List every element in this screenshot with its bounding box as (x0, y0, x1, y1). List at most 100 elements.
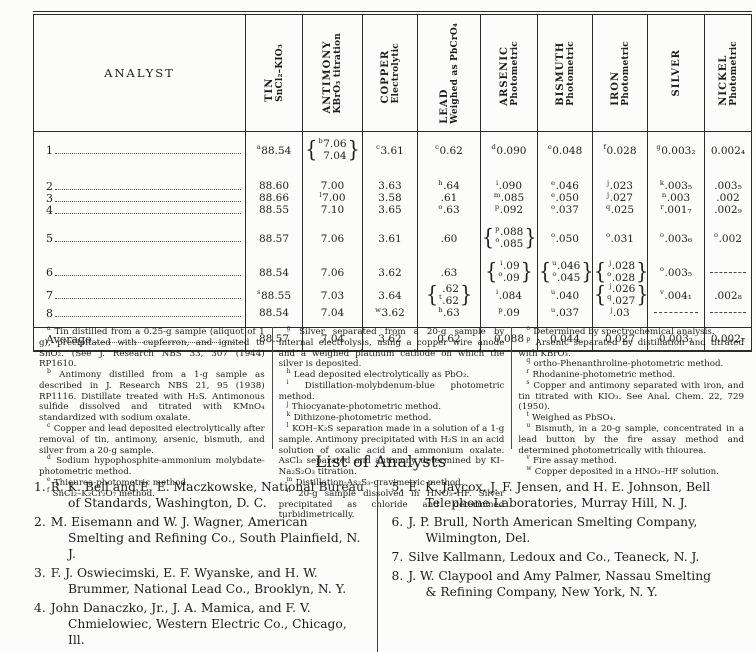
value-cell: 7.06 (302, 216, 363, 251)
footnote: p Arsenic separated by distillation and … (518, 335, 745, 359)
left-brace: { (539, 258, 552, 286)
value-cell: e.046 (537, 169, 593, 193)
footnote-marker: k (659, 178, 665, 187)
footnote: s Copper and antimony separated with iro… (518, 379, 745, 413)
footnote-marker: h (286, 368, 291, 376)
value-cell: c0.62 (417, 131, 481, 170)
table-row: 2 88.60 7.00 3.63 h.64 i.090 e.046 j.023 k.003₅.… (34, 169, 752, 193)
footnote-marker: o (551, 202, 556, 211)
row-label-cell: 8 (34, 307, 246, 328)
pair-line: o.09 (498, 270, 520, 284)
value-cell: j.03 (592, 306, 648, 328)
value-cell: .003₅ (704, 169, 752, 193)
footnote-marker: e (551, 190, 556, 199)
value-cell: .61 (417, 192, 481, 205)
element-name: TIN (263, 77, 275, 102)
value-cell: {j.026 q.027} (592, 282, 649, 308)
rotated-header-wrap: SILVER (648, 17, 704, 129)
footnote: g Silver separated from a 20-g sample by… (278, 325, 505, 370)
empty-value-dash (710, 271, 746, 274)
right-brace: } (459, 281, 473, 309)
footnote: f SnCl₂–K₂Cr₂O₇ method. (47, 486, 155, 499)
value-cell: p.092 (480, 203, 538, 217)
element-name: LEAD (438, 88, 450, 124)
analyst-number: 5. (391, 480, 404, 494)
footnote-marker: d (491, 143, 496, 152)
footnote-marker: v (660, 288, 664, 297)
method-name: Photometric (728, 40, 739, 106)
footnote-marker: o (659, 265, 664, 274)
element-name: NICKEL (717, 54, 729, 106)
row-label: 5 (34, 233, 245, 244)
analysts-column-left: 1. R. K. Bell and E. E. Maczkowske, Natio… (28, 480, 377, 652)
braced-value-pair: {u.046 o.045} (538, 258, 594, 286)
right-brace: } (347, 136, 360, 164)
footnote: v Fire assay method. (526, 454, 617, 467)
rotated-header: SILVER (671, 49, 682, 96)
pair-stack: .62 t.62 (439, 284, 459, 307)
footnote: c Copper and lead deposited electrolytic… (39, 422, 265, 456)
footnote-marker: n (286, 486, 291, 494)
value-cell: 3.65 (362, 204, 418, 217)
analyst-number: 1. (34, 480, 46, 494)
method-name: Photometric (565, 40, 576, 106)
method-name: Weighed as PbCrO₄ (449, 22, 460, 124)
footnote-marker: l (286, 422, 289, 430)
row-label: 6 (34, 267, 245, 278)
rotated-header: BISMUTH Photometric (555, 41, 576, 106)
table-row: 4 88.55 7.10 3.65 o.63 p.092 o.037 q.025 r.001₇.… (34, 202, 752, 217)
value-cell: u.040 (537, 284, 593, 308)
footnote-marker: p (526, 335, 531, 343)
results-table: ANALYST TIN SnCl₂–KIO₃ ANTIMONY KBrO₃ titra… (33, 11, 752, 353)
value-cell: p.09 (480, 306, 538, 328)
footnote: b Antimony distilled from a 1-g sample a… (39, 368, 265, 424)
braced-value-pair: {p.088 o.085} (481, 225, 537, 250)
dotted-leader (55, 298, 241, 300)
row-label-text: Average (46, 332, 92, 346)
pair-stack: i.09 o.09 (498, 258, 520, 284)
analyst-column-header: ANALYST (33, 13, 246, 132)
rotated-header-wrap: LEAD Weighed as PbCrO₄ (418, 17, 480, 129)
method-name: Photometric (509, 40, 520, 106)
value-cell: i.084 (480, 284, 538, 308)
value-cell (704, 307, 752, 328)
analyst-number: 6. (391, 514, 404, 529)
value-cell: 7.00 (302, 169, 363, 193)
analyst-list-item: 1. R. K. Bell and E. E. Maczkowske, Natio… (34, 480, 364, 510)
braced-value-pair: {.62 t.62} (425, 284, 473, 307)
footnote-marker: j (286, 400, 289, 408)
value-cell: 88.54 (245, 307, 303, 328)
footnote-marker: e (547, 143, 552, 152)
row-label-cell: 3 (34, 192, 246, 204)
footnote-marker: v (526, 454, 530, 462)
footnote-marker: w (526, 465, 532, 473)
footnote-marker: f (603, 143, 606, 152)
analyst-list-item: 7. Silve Kallmann, Ledoux and Co., Teanec… (391, 549, 700, 564)
footnote-marker: i (500, 258, 503, 267)
dotted-leader (55, 188, 241, 190)
pair-line: i.09 (500, 258, 520, 273)
footnote: d Sodium hypophosphite-ammonium molybdat… (39, 454, 265, 478)
footnote-marker: o (552, 270, 557, 279)
footnote: n 20-g sample dissolved in HNO₃–HF. Silv… (278, 486, 505, 521)
footnote-marker: j (609, 258, 612, 267)
list-of-analysts-section: List of Analysts 1. R. K. Bell and E. E. … (28, 452, 734, 652)
footnote-marker: h (438, 178, 443, 187)
rotated-header: NICKEL Photometric (718, 41, 739, 106)
value-cell: h.63 (417, 306, 481, 328)
row-label: 2 (34, 181, 245, 192)
footnote-marker: o (659, 231, 664, 240)
value-cell: 3.62 (362, 250, 418, 285)
braced-value-pair: {j.026 q.027} (593, 282, 649, 307)
value-cell: o.037 (537, 202, 593, 217)
scanned-journal-page: ANALYST TIN SnCl₂–KIO₃ ANTIMONY KBrO₃ titra… (33, 11, 752, 652)
pair-stack: p.088 o.085 (495, 225, 523, 250)
value-cell: {i.09 o.09} (480, 250, 538, 285)
value-cell: 88.57 (245, 216, 303, 251)
rotated-header-wrap: IRON Photometric (593, 17, 647, 129)
pair-stack: j.028 o.028 (607, 258, 635, 284)
value-cell: s88.55 (245, 284, 303, 308)
rotated-header: TIN SnCl₂–KIO₃ (264, 44, 285, 102)
analyst-number: 3. (34, 565, 46, 580)
element-name: ANTIMONY (322, 40, 333, 114)
